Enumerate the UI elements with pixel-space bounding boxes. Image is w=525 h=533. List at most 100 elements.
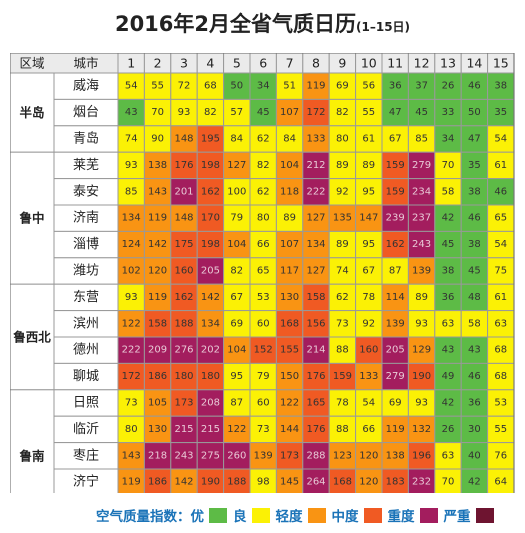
aqi-value-label: 36 bbox=[468, 398, 481, 409]
aqi-cell bbox=[487, 468, 515, 493]
aqi-value-label: 172 bbox=[122, 371, 141, 382]
aqi-cell bbox=[381, 389, 409, 417]
legend-swatch bbox=[209, 507, 227, 523]
aqi-value-label: 73 bbox=[257, 424, 270, 435]
aqi-cell bbox=[196, 362, 225, 391]
aqi-value-label: 90 bbox=[151, 134, 164, 145]
aqi-cell bbox=[249, 72, 277, 100]
aqi-cell bbox=[328, 151, 357, 180]
aqi-value-label: 159 bbox=[386, 186, 405, 197]
city-label: 潍坊 bbox=[73, 264, 99, 279]
aqi-value-label: 122 bbox=[227, 424, 246, 435]
aqi-cell bbox=[355, 336, 383, 364]
aqi-cell bbox=[381, 310, 409, 338]
aqi-cell bbox=[460, 310, 489, 338]
aqi-value-label: 65 bbox=[494, 213, 507, 224]
aqi-value-label: 205 bbox=[386, 345, 405, 356]
aqi-value-label: 82 bbox=[257, 160, 270, 171]
aqi-value-label: 127 bbox=[306, 266, 325, 277]
aqi-cell bbox=[117, 336, 145, 364]
aqi-value-label: 162 bbox=[174, 292, 193, 303]
aqi-value-label: 62 bbox=[257, 134, 270, 145]
aqi-cell bbox=[407, 72, 436, 100]
header-city: 城市 bbox=[73, 56, 98, 71]
aqi-value-label: 42 bbox=[468, 477, 481, 488]
aqi-cell bbox=[328, 362, 357, 391]
legend-swatch bbox=[363, 507, 382, 523]
aqi-value-label: 120 bbox=[148, 266, 167, 277]
aqi-value-label: 152 bbox=[254, 345, 273, 356]
aqi-value-label: 124 bbox=[122, 239, 141, 250]
legend-swatch bbox=[251, 507, 270, 523]
aqi-cell bbox=[434, 310, 462, 338]
aqi-cell bbox=[487, 442, 515, 470]
aqi-cell bbox=[381, 151, 409, 180]
aqi-value-label: 260 bbox=[227, 450, 246, 461]
aqi-value-label: 198 bbox=[201, 239, 220, 250]
aqi-value-label: 120 bbox=[359, 477, 378, 488]
aqi-value-label: 36 bbox=[389, 81, 402, 92]
aqi-value-label: 84 bbox=[230, 134, 243, 145]
aqi-value-label: 139 bbox=[412, 266, 431, 277]
aqi-value-label: 202 bbox=[201, 345, 220, 356]
aqi-cell bbox=[223, 389, 251, 417]
aqi-cell bbox=[143, 72, 172, 100]
aqi-value-label: 69 bbox=[230, 318, 243, 329]
aqi-cell bbox=[117, 151, 145, 180]
aqi-value-label: 67 bbox=[362, 266, 375, 277]
aqi-value-label: 88 bbox=[336, 424, 349, 435]
region-cell bbox=[10, 72, 55, 153]
aqi-value-label: 89 bbox=[283, 213, 296, 224]
aqi-value-label: 114 bbox=[386, 292, 405, 303]
aqi-value-label: 93 bbox=[125, 160, 138, 171]
aqi-value-label: 215 bbox=[174, 424, 193, 435]
aqi-cell bbox=[223, 362, 251, 391]
aqi-value-label: 85 bbox=[415, 134, 428, 145]
aqi-value-label: 35 bbox=[468, 160, 481, 171]
day-tick-label: 14 bbox=[466, 56, 482, 71]
aqi-value-label: 48 bbox=[468, 292, 481, 303]
aqi-cell bbox=[381, 442, 409, 470]
aqi-value-label: 82 bbox=[336, 107, 349, 118]
aqi-value-label: 63 bbox=[494, 318, 507, 329]
aqi-value-label: 188 bbox=[227, 477, 246, 488]
aqi-cell bbox=[487, 125, 515, 153]
aqi-value-label: 34 bbox=[257, 81, 270, 92]
aqi-value-label: 70 bbox=[151, 107, 164, 118]
aqi-value-label: 49 bbox=[442, 371, 455, 382]
aqi-value-label: 234 bbox=[412, 186, 431, 197]
aqi-value-label: 209 bbox=[148, 345, 167, 356]
aqi-value-label: 61 bbox=[362, 134, 375, 145]
aqi-value-label: 144 bbox=[280, 424, 299, 435]
aqi-value-label: 68 bbox=[494, 371, 507, 382]
aqi-value-label: 70 bbox=[442, 160, 455, 171]
aqi-value-label: 138 bbox=[386, 450, 405, 461]
aqi-cell bbox=[249, 362, 277, 391]
day-tick-label: 8 bbox=[312, 56, 320, 71]
aqi-value-label: 36 bbox=[442, 292, 455, 303]
city-label: 聊城 bbox=[73, 369, 99, 384]
day-tick-label: 13 bbox=[440, 56, 456, 71]
city-label: 东营 bbox=[73, 290, 99, 305]
aqi-cell bbox=[355, 151, 383, 180]
aqi-cell bbox=[328, 230, 357, 259]
aqi-cell bbox=[249, 336, 277, 364]
aqi-value-label: 46 bbox=[494, 186, 507, 197]
city-label: 日照 bbox=[73, 396, 99, 411]
aqi-cell bbox=[381, 336, 409, 364]
aqi-value-label: 76 bbox=[494, 450, 507, 461]
aqi-value-label: 279 bbox=[386, 371, 405, 382]
city-label: 德州 bbox=[73, 343, 99, 358]
aqi-cell bbox=[407, 98, 436, 127]
aqi-value-label: 173 bbox=[174, 398, 193, 409]
aqi-value-label: 276 bbox=[174, 345, 193, 356]
aqi-value-label: 142 bbox=[174, 477, 193, 488]
aqi-cell bbox=[275, 442, 304, 470]
aqi-cell bbox=[117, 415, 145, 444]
aqi-value-label: 74 bbox=[125, 134, 138, 145]
aqi-value-label: 26 bbox=[442, 81, 455, 92]
aqi-value-label: 119 bbox=[148, 213, 167, 224]
aqi-cell bbox=[117, 125, 145, 153]
legend-swatch bbox=[307, 507, 326, 523]
aqi-value-label: 170 bbox=[201, 213, 220, 224]
